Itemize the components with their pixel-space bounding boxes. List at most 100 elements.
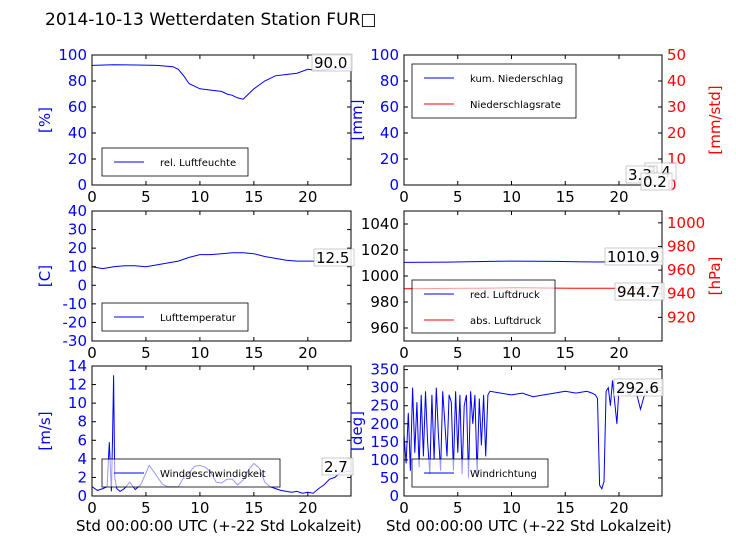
legend: kum. Niederschlag Niederschlagsrate [411, 63, 577, 119]
x-tick-label: 0 [87, 344, 97, 362]
chart-panel-3: 0 5 10 15 20-30-20-10010203040[C]Lufttempera… [36, 202, 355, 362]
plot-frame [403, 54, 663, 186]
plot-frame [91, 54, 352, 186]
value-annotation: 292.6 [613, 378, 664, 397]
x-tick-label: 20 [298, 344, 317, 362]
value-annotation-text: 90.0 [314, 54, 347, 72]
chart-panel-1: 0 5 10 15 20 0 20 40 60 80 100 [%] rel. Luftfeuchte 9… [36, 46, 353, 206]
chart-panel-5: 0 5 10 15 2002468101214[m/s]Windgeschwindigk… [36, 357, 354, 517]
y-tick-label-right: 1000 [667, 214, 705, 232]
y-tick-label: 10 [68, 394, 87, 412]
y-tick-label: 100 [370, 46, 399, 64]
plot-frame [91, 365, 352, 497]
y-tick-label: -30 [63, 332, 88, 350]
value-annotation-text: 12.5 [316, 249, 349, 267]
y-tick-label: 960 [370, 319, 399, 337]
y-axis-label-right: [mm/std] [706, 85, 724, 154]
x-tick-label: 0 [87, 188, 97, 206]
x-tick-label: 15 [244, 188, 263, 206]
y-tick-label-right: 30 [667, 98, 686, 116]
y-tick-label: 30 [68, 221, 87, 239]
x-tick-label: 20 [609, 188, 628, 206]
x-tick-label: 10 [190, 188, 209, 206]
value-annotation: 944.7 [614, 282, 665, 301]
y-tick-label: 60 [68, 98, 87, 116]
legend: Windgeschwindigkeit [101, 458, 281, 488]
series-line-rel-luftfeuchte [92, 64, 351, 100]
y-tick-label: 10 [68, 258, 87, 276]
y-tick-label: 980 [370, 293, 399, 311]
y-tick-label: 80 [68, 72, 87, 90]
y-tick-label: 1000 [361, 267, 399, 285]
x-axis-label-right: Std 00:00:00 UTC (+-22 Std Lokalzeit) [386, 517, 672, 535]
x-tick-label: 5 [453, 344, 463, 362]
y-axis-label: [C] [36, 265, 54, 287]
x-tick-label: 15 [244, 344, 263, 362]
x-tick-label: 10 [502, 344, 521, 362]
x-tick-label: 10 [502, 188, 521, 206]
x-tick-label: 0 [399, 499, 409, 517]
legend: rel. Luftfeuchte [101, 147, 249, 177]
y-tick-label: 0 [77, 276, 87, 294]
y-tick-label: 4 [77, 450, 87, 468]
x-tick-label: 15 [556, 344, 575, 362]
chart-panel-4: 0 5 10 15 20 960 980 1000 1020 1040 920 940 960 980 10… [361, 210, 724, 362]
x-tick-label: 20 [609, 499, 628, 517]
legend-label: Windrichtung [470, 469, 537, 480]
legend-label: abs. Luftdruck [470, 316, 541, 327]
legend: red. Luftdruck abs. Luftdruck [411, 279, 556, 334]
plot-frame [403, 365, 663, 497]
y-tick-label: 0 [389, 176, 399, 194]
y-tick-label-right: 20 [667, 124, 686, 142]
value-annotation: 90.0 [311, 53, 353, 72]
x-tick-label: 0 [399, 188, 409, 206]
x-tick-label: 15 [556, 188, 575, 206]
y-axis-label: [deg] [348, 411, 366, 451]
y-tick-label: 250 [370, 397, 399, 415]
y-tick-label-right: 960 [667, 261, 696, 279]
value-annotation: 1010.9 [604, 247, 664, 266]
y-tick-label: 20 [68, 239, 87, 257]
y-tick-label: 2 [77, 468, 87, 486]
x-tick-label: 10 [190, 344, 209, 362]
chart-panel-2: 0510152002040608010001020304050[mm][mm/s… [348, 46, 724, 206]
chart-panel-6: 0 5 10 15 20050100150200250300350[deg]Windri… [348, 361, 664, 517]
legend-label: Windgeschwindigkeit [160, 469, 266, 480]
x-tick-label: 10 [502, 499, 521, 517]
y-tick-label-right: 940 [667, 285, 696, 303]
y-tick-label: 20 [380, 150, 399, 168]
y-tick-label: 14 [68, 357, 87, 375]
value-annotation-text: 0.2 [643, 173, 667, 191]
x-tick-label: 0 [87, 499, 97, 517]
y-axis-label: [m/s] [36, 411, 54, 450]
y-tick-label: 50 [380, 469, 399, 487]
x-tick-label: 20 [298, 499, 317, 517]
y-tick-label: 0 [389, 487, 399, 505]
legend: Windrichtung [411, 458, 549, 488]
value-annotation: 12.5 [313, 248, 355, 267]
value-annotation: 0.2 [640, 172, 673, 191]
x-tick-label: 5 [141, 344, 151, 362]
x-tick-label: 15 [244, 499, 263, 517]
y-tick-label: 40 [68, 202, 87, 220]
y-tick-label: 0 [77, 176, 87, 194]
y-tick-label: 6 [77, 431, 87, 449]
y-tick-label: 200 [370, 415, 399, 433]
y-tick-label: 1020 [361, 241, 399, 259]
x-tick-label: 15 [556, 499, 575, 517]
value-annotation-text: 2.7 [324, 458, 348, 476]
value-annotation-text: 1010.9 [607, 248, 660, 266]
y-tick-label: 40 [380, 124, 399, 142]
y-tick-label: 0 [77, 487, 87, 505]
value-annotation-text: 944.7 [617, 283, 660, 301]
y-tick-label-right: 980 [667, 237, 696, 255]
legend-label: kum. Niederschlag [470, 74, 563, 85]
plot-frame [91, 210, 352, 342]
x-tick-label: 5 [453, 499, 463, 517]
y-axis-label: [%] [36, 107, 54, 133]
figure-title: 2014-10-13 Wetterdaten Station FUR□ [45, 10, 377, 30]
y-axis-label: [mm] [348, 100, 366, 141]
series-line-lufttemperatur [92, 252, 351, 270]
x-tick-label: 20 [298, 188, 317, 206]
